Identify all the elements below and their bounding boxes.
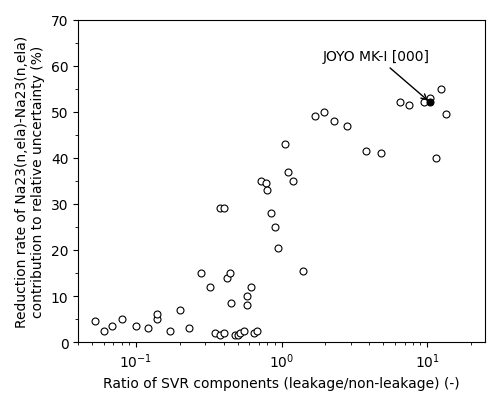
Point	[220, 330, 228, 336]
Y-axis label: Reduction rate of Na23(n,ela)-Na23(n,ela)
contribution to relative uncertainty (: Reduction rate of Na23(n,ela)-Na23(n,ela…	[15, 36, 45, 327]
Point	[262, 180, 270, 187]
Point	[284, 169, 292, 175]
Point	[396, 100, 404, 107]
Point	[132, 323, 140, 329]
Point	[144, 325, 152, 332]
Point	[250, 330, 258, 336]
Text: JOYO MK-I [000]: JOYO MK-I [000]	[323, 50, 430, 100]
Point	[222, 275, 230, 281]
Point	[362, 148, 370, 155]
Point	[268, 210, 276, 217]
Point	[166, 328, 173, 334]
Point	[100, 328, 108, 334]
Point	[330, 118, 338, 125]
X-axis label: Ratio of SVR components (leakage/non-leakage) (-): Ratio of SVR components (leakage/non-lea…	[103, 376, 460, 390]
Point	[184, 325, 192, 332]
Point	[243, 293, 251, 300]
Point	[426, 95, 434, 102]
Point	[234, 332, 241, 339]
Point	[220, 206, 228, 212]
Point	[264, 188, 272, 194]
Point	[154, 316, 162, 322]
Point	[405, 102, 413, 109]
Point	[216, 206, 224, 212]
Point	[253, 328, 261, 334]
Point	[248, 284, 256, 290]
Point	[231, 332, 239, 339]
Point	[376, 151, 384, 157]
Point	[342, 123, 350, 130]
Point	[216, 332, 224, 339]
Point	[271, 224, 279, 230]
Point	[280, 141, 288, 148]
Point	[197, 270, 205, 277]
Point	[420, 100, 428, 107]
Point	[227, 300, 235, 307]
Point	[243, 302, 251, 309]
Point	[90, 318, 98, 325]
Point	[320, 109, 328, 116]
Point	[274, 245, 282, 251]
Point	[236, 330, 244, 336]
Point	[299, 268, 307, 274]
Point	[176, 307, 184, 313]
Point	[108, 323, 116, 329]
Point	[211, 330, 219, 336]
Point	[437, 86, 445, 93]
Point	[289, 178, 297, 185]
Point	[226, 270, 234, 277]
Point	[206, 284, 214, 290]
Point	[426, 100, 434, 107]
Point	[257, 178, 265, 185]
Point	[432, 155, 440, 162]
Point	[240, 328, 248, 334]
Point	[154, 311, 162, 318]
Point	[442, 111, 450, 118]
Point	[311, 114, 319, 120]
Point	[118, 316, 126, 322]
